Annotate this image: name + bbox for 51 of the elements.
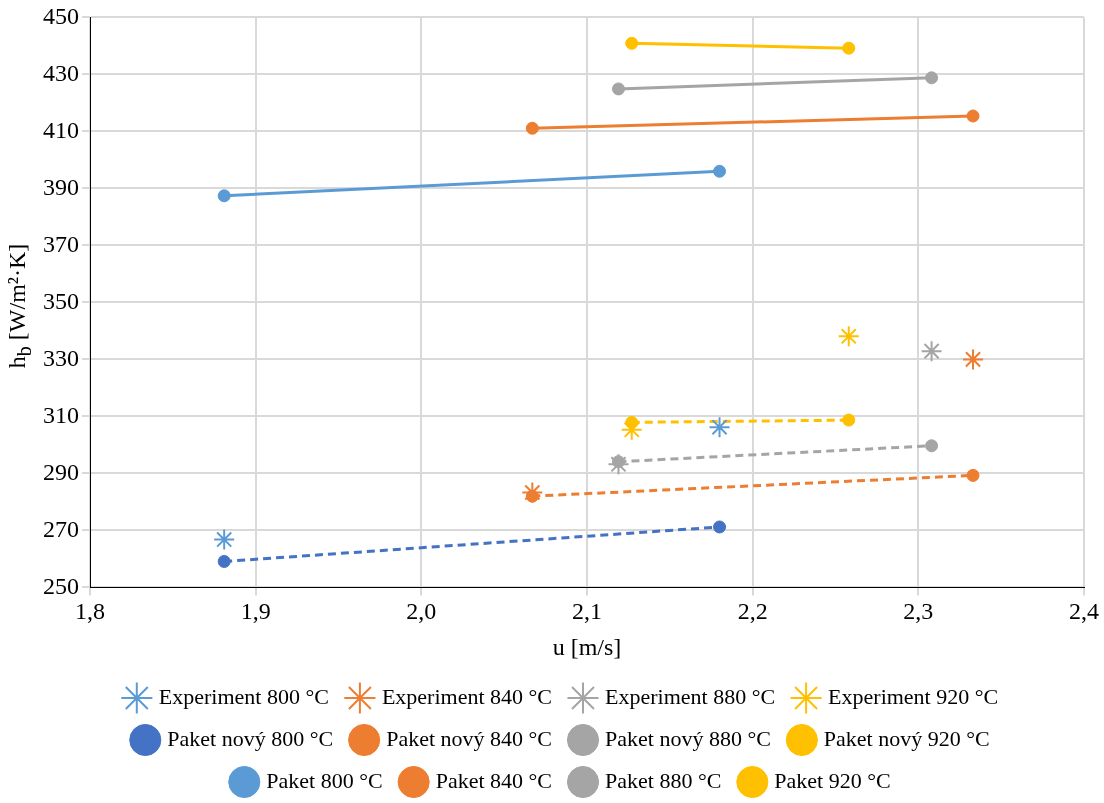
point — [607, 453, 630, 476]
point — [925, 71, 939, 85]
point — [217, 554, 231, 568]
point — [842, 413, 856, 427]
x-axis-title: u [m/s] — [552, 633, 622, 660]
y-tick-label: 450 — [43, 2, 79, 29]
legend-label: Paket nový 920 °C — [823, 725, 990, 751]
legend-label: Experiment 800 °C — [158, 683, 329, 709]
legend-label: Paket 920 °C — [774, 767, 891, 793]
point — [521, 481, 544, 504]
y-tick-label: 310 — [43, 401, 79, 428]
y-tick-label: 430 — [43, 59, 79, 86]
x-tick-label: 1,8 — [75, 598, 105, 625]
x-tick-label: 2,2 — [737, 598, 768, 625]
legend-label: Paket 880 °C — [605, 767, 722, 793]
legend-label: Paket nový 880 °C — [605, 725, 771, 751]
y-tick-label: 270 — [43, 515, 79, 542]
y-tick-label: 330 — [43, 344, 79, 371]
legend-label: Experiment 880 °C — [605, 683, 776, 709]
legend-label: Paket 800 °C — [266, 767, 383, 793]
legend-label: Experiment 920 °C — [828, 683, 999, 709]
point — [842, 41, 856, 55]
point — [713, 520, 727, 534]
x-tick-label: 2,1 — [572, 598, 602, 625]
y-tick-label: 350 — [43, 287, 79, 314]
y-tick-label: 250 — [43, 572, 79, 599]
x-tick-label: 2,3 — [903, 598, 934, 625]
legend-label: Experiment 840 °C — [381, 683, 553, 709]
point — [925, 439, 939, 453]
point — [966, 109, 980, 123]
point — [611, 82, 625, 96]
y-tick-label: 370 — [43, 230, 79, 257]
point — [708, 416, 731, 439]
y-tick-label: 410 — [43, 116, 79, 143]
legend-label: Paket 840 °C — [435, 767, 553, 793]
x-tick-label: 2,4 — [1069, 598, 1099, 625]
point — [625, 36, 639, 50]
point — [962, 348, 984, 371]
point — [713, 164, 727, 178]
legend-label: Paket nový 840 °C — [386, 725, 553, 751]
point — [920, 340, 943, 363]
point — [213, 528, 236, 551]
x-tick-label: 1,9 — [240, 598, 271, 625]
point — [837, 325, 860, 348]
y-tick-label: 290 — [43, 458, 79, 485]
point — [217, 189, 231, 203]
point — [966, 468, 980, 482]
legend-label: Paket nový 800 °C — [167, 725, 334, 751]
point — [525, 121, 539, 135]
y-tick-label: 390 — [43, 173, 79, 200]
x-tick-label: 2,0 — [406, 598, 437, 625]
